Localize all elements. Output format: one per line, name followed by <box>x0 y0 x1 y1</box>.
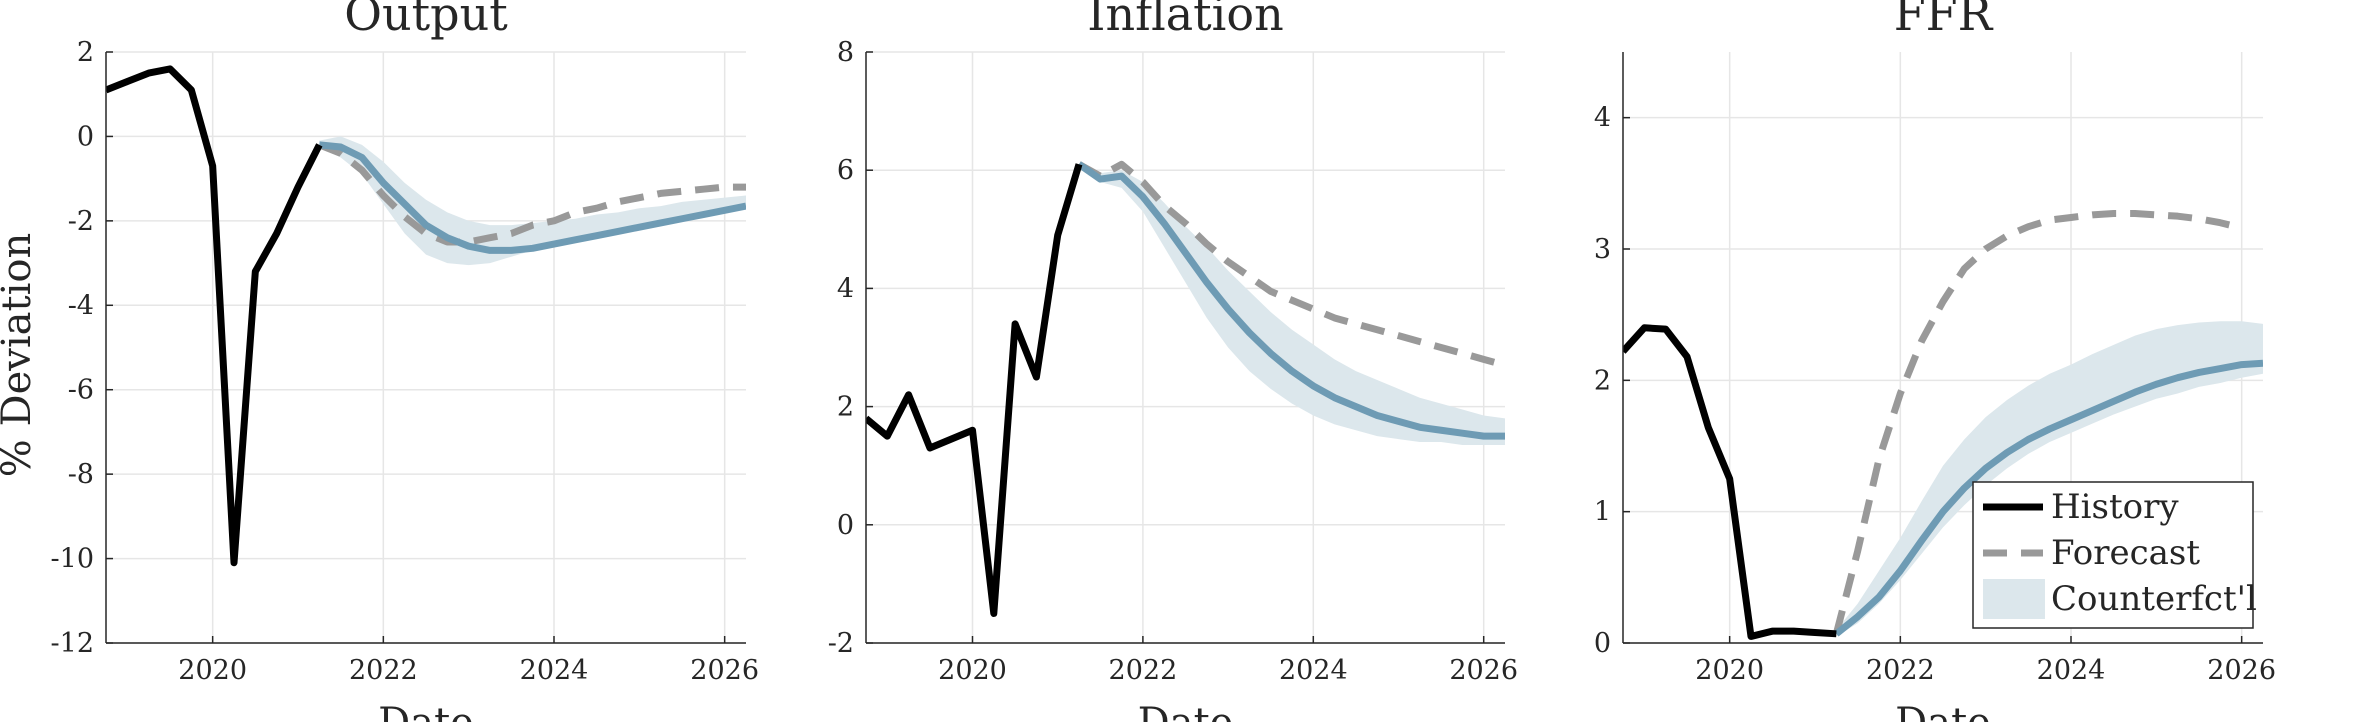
inflation-panel: 2020 2022 2024 2026 -2 0 2 4 6 8 Inflation Date <box>828 0 1518 722</box>
x-tick-label: 2022 <box>349 655 418 686</box>
history-line <box>866 163 1083 617</box>
forecast-line <box>318 141 746 246</box>
counterfactual-line <box>318 141 746 254</box>
y-tick-label: -12 <box>51 628 94 659</box>
figure-ylabel: % Deviation <box>0 233 40 477</box>
y-tick-label: -4 <box>68 290 94 321</box>
counterfactual-band <box>1079 164 1505 446</box>
x-axis-label: Date <box>1138 700 1234 722</box>
y-tick-label: 0 <box>77 121 94 152</box>
x-tick-label: 2024 <box>2037 655 2106 686</box>
legend: History Forecast Counterfct'l <box>1972 481 2257 629</box>
history-line <box>1623 324 1837 640</box>
x-axis-label: Date <box>378 700 474 722</box>
panel-title: FFR <box>1894 0 1994 41</box>
y-tick-label: -6 <box>68 375 94 406</box>
counterfactual-line <box>1834 359 2263 637</box>
y-tick-label: 0 <box>837 510 854 541</box>
y-tick-label: -10 <box>51 544 94 575</box>
x-tick-label: 2022 <box>1866 655 1935 686</box>
x-tick-label: 2020 <box>938 655 1007 686</box>
y-tick-label: 3 <box>1594 234 1611 265</box>
x-tick-label: 2026 <box>1449 655 1518 686</box>
y-tick-label: 4 <box>837 273 854 304</box>
x-tick-label: 2020 <box>1695 655 1764 686</box>
history-line <box>106 65 323 567</box>
panel-title: Inflation <box>1087 0 1283 41</box>
y-tick-label: -2 <box>828 628 854 659</box>
counterfactual-band <box>319 136 746 266</box>
output-panel: 2020 2022 2024 2026 -12 -10 -8 -6 -4 -2 0 2 Output Da… <box>51 0 760 722</box>
legend-band-swatch <box>1983 579 2045 619</box>
x-tick-label: 2024 <box>1279 655 1348 686</box>
legend-entry-label: History <box>2051 487 2179 527</box>
counterfactual-band <box>1836 321 2263 637</box>
y-tick-label: 6 <box>837 155 854 186</box>
counterfactual-line <box>1077 161 1505 440</box>
forecast-line <box>1832 210 2243 635</box>
x-tick-label: 2022 <box>1109 655 1178 686</box>
forecast-line <box>1077 160 1505 369</box>
x-tick-label: 2020 <box>178 655 247 686</box>
y-tick-label: 2 <box>77 37 94 68</box>
x-tick-label: 2024 <box>520 655 589 686</box>
y-tick-label: 2 <box>1594 365 1611 396</box>
x-tick-label: 2026 <box>2207 655 2276 686</box>
y-tick-label: 2 <box>837 392 854 423</box>
y-tick-label: 4 <box>1594 103 1611 134</box>
y-tick-label: 1 <box>1594 497 1611 528</box>
y-tick-label: -2 <box>68 206 94 237</box>
legend-entry-label: Forecast <box>2051 533 2200 573</box>
x-tick-label: 2026 <box>690 655 759 686</box>
x-axis-label: Date <box>1895 700 1991 722</box>
y-tick-label: 0 <box>1594 628 1611 659</box>
legend-entry-label: Counterfct'l <box>2051 579 2257 619</box>
panel-title: Output <box>344 0 508 41</box>
y-tick-label: 8 <box>837 37 854 68</box>
y-tick-label: -8 <box>68 459 94 490</box>
